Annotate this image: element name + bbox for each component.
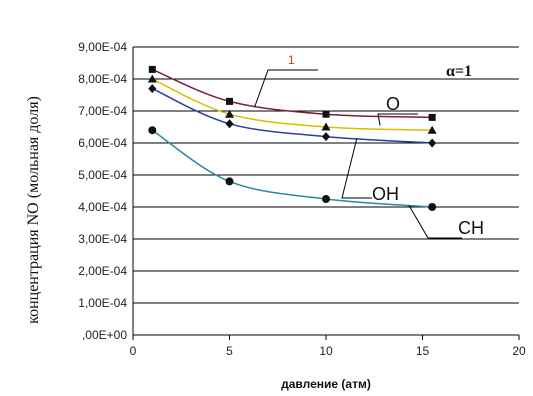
y-tick-label: 6,00E-04	[78, 136, 127, 150]
series-label-ch: CH	[458, 218, 484, 238]
y-tick-label: 3,00E-04	[78, 232, 127, 246]
data-point	[428, 138, 437, 148]
x-ticks: 0 5 10 15 20	[130, 335, 526, 358]
y-tick-label: 8,00E-04	[78, 72, 127, 86]
label-leader	[408, 205, 462, 239]
y-axis-label: концентрация NO (мольная доля)	[25, 96, 42, 324]
y-tick-label: 7,00E-04	[78, 104, 127, 118]
y-tick-label: 5,00E-04	[78, 168, 127, 182]
data-point	[322, 195, 330, 203]
x-tick-label: 10	[319, 344, 333, 358]
y-ticks: ,00E+00 1,00E-04 2,00E-04 3,00E-04 4,00E-04 5…	[78, 40, 127, 342]
label-leader	[377, 113, 418, 126]
label-leader	[254, 69, 318, 108]
label-leaders	[254, 69, 462, 239]
series-label-oh: OH	[372, 184, 399, 204]
x-tick-label: 15	[416, 344, 430, 358]
x-tick-label: 5	[226, 344, 233, 358]
series-label-o: O	[386, 94, 400, 114]
data-point	[322, 132, 330, 142]
alpha-annotation: α=1	[446, 63, 472, 80]
grid	[133, 46, 519, 304]
data-point	[225, 177, 234, 186]
data-point	[148, 84, 157, 94]
data-point	[226, 97, 233, 105]
y-tick-label: 1,00E-04	[78, 296, 127, 310]
data-point	[321, 122, 331, 131]
data-point	[322, 110, 330, 118]
y-tick-label: 2,00E-04	[78, 264, 127, 278]
data-point	[428, 203, 437, 211]
data-point	[428, 113, 436, 121]
series-line	[152, 68, 433, 119]
x-tick-label: 20	[512, 344, 526, 358]
label-leader	[341, 138, 372, 199]
y-tick-label: 4,00E-04	[78, 200, 127, 214]
series-group	[147, 65, 437, 211]
y-tick-label: 9,00E-04	[78, 40, 127, 54]
x-tick-label: 0	[130, 344, 137, 358]
data-point	[147, 74, 157, 83]
data-point	[225, 109, 234, 118]
x-axis-label: давление (атм)	[281, 377, 371, 391]
y-tick-label: ,00E+00	[82, 328, 127, 342]
data-point	[225, 119, 234, 129]
series-line	[151, 129, 433, 208]
axes	[132, 47, 519, 336]
data-point	[148, 65, 156, 73]
series-label-1: 1	[288, 53, 295, 67]
data-point	[427, 125, 437, 134]
series-line	[151, 78, 433, 131]
data-point	[148, 126, 157, 135]
series-line	[151, 87, 433, 144]
